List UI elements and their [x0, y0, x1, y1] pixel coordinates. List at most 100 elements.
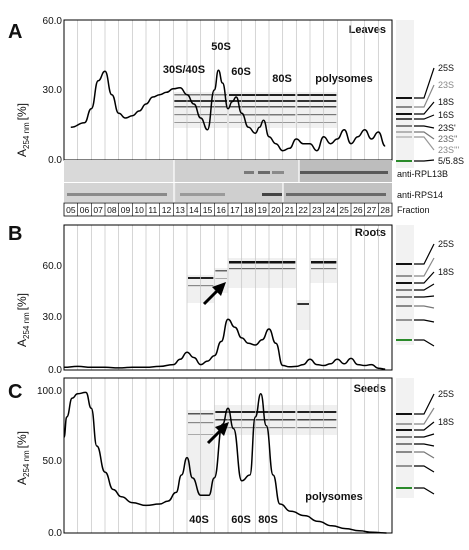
fraction-number: 15	[203, 205, 213, 215]
fraction-number: 08	[107, 205, 117, 215]
panel-b: B Roots A254 nm [%] 60.0 30.0 0.0	[8, 223, 454, 376]
panel-a-ylabel-sub: 254 nm	[22, 122, 31, 149]
fraction-numbers: 05 06 07 08 09 10 11 12 13 14 15 16 17 18 19 20 21 22 23 24…	[66, 203, 390, 216]
gel-band	[297, 106, 337, 108]
rrna-label-5-5-8s: 5/5.8S	[438, 156, 464, 166]
rrna-label-23s-double-prime: 23S''	[438, 134, 458, 144]
panel-b-ylabel-sub: 254 nm	[22, 312, 31, 339]
panel-c-peak-label-80s: 80S	[258, 514, 278, 526]
fraction-number: 16	[216, 205, 226, 215]
rrna-label-23s-prime: 23S'	[438, 123, 456, 133]
panel-c-rrna-label-18s: 18S	[438, 417, 454, 427]
fraction-number: 11	[148, 205, 157, 215]
gel-band	[297, 303, 309, 305]
gel-band	[229, 261, 296, 264]
panel-c-ylabel-main: A	[15, 477, 29, 485]
svg-text:A254 nm[%]: A254 nm [%]	[15, 293, 31, 347]
blot-label-rps14: anti-RPS14	[397, 190, 443, 200]
gel-band	[215, 270, 227, 272]
fraction-number: 27	[367, 205, 377, 215]
fraction-number: 14	[189, 205, 199, 215]
panel-b-ytick-mid: 30.0	[43, 312, 63, 323]
panel-a: A Leaves A254 nm[%] 60.0 30.0 0.0 30S/40…	[8, 16, 464, 217]
peak-label-60s: 60S	[231, 66, 251, 78]
panel-b-rrna-label-25s: 25S	[438, 239, 454, 249]
gel-band	[297, 411, 337, 413]
gel-band	[229, 94, 296, 96]
gel-band	[229, 106, 296, 108]
panel-b-rrna-connectors	[414, 243, 435, 347]
panel-a-ytick-mid: 30.0	[43, 85, 63, 96]
panel-a-western-blot	[64, 160, 392, 202]
fraction-number: 21	[285, 205, 295, 215]
panel-a-rrna-reference-lane	[396, 20, 414, 168]
peak-label-polysomes: polysomes	[315, 73, 372, 85]
panel-c-peak-label-60s: 60S	[231, 514, 251, 526]
panel-b-absorbance-curve	[63, 318, 386, 370]
panel-b-ytick-top: 60.0	[43, 261, 63, 272]
fraction-number: 23	[312, 205, 322, 215]
svg-text:A254 nm[%]: A254 nm [%]	[15, 103, 31, 157]
panel-c-tissue-label: Seeds	[354, 383, 386, 395]
gel-band	[297, 100, 337, 102]
panel-a-ylabel: A254 nm [%]	[15, 103, 31, 157]
panel-c-fraction-dividers	[77, 378, 379, 533]
panel-b-rrna-reference-lane	[396, 225, 414, 345]
panel-b-ylabel-main: A	[15, 339, 29, 347]
fraction-number: 25	[339, 205, 349, 215]
panel-b-ylabel-unit: [%]	[15, 293, 29, 310]
panel-c-ylabel-sub: 254 nm	[22, 450, 31, 477]
panel-a-ylabel-main: A	[15, 149, 29, 157]
fraction-number: 22	[298, 205, 308, 215]
fraction-number: 13	[175, 205, 185, 215]
fraction-number: 20	[271, 205, 281, 215]
panel-c-ytick-top: 100.0	[37, 386, 62, 397]
panel-b-ytick-bottom: 0.0	[48, 365, 62, 376]
rrna-label-23s: 23S	[438, 80, 454, 90]
panel-letter-c: C	[8, 381, 22, 403]
gel-band	[297, 419, 337, 421]
panel-letter-b: B	[8, 223, 22, 245]
panel-a-absorbance-curve	[70, 69, 386, 152]
fraction-number: 07	[93, 205, 103, 215]
fraction-number: 18	[244, 205, 254, 215]
gel-band	[229, 100, 296, 102]
panel-c-ytick-mid: 50.0	[43, 456, 63, 467]
panel-b-gel-bands	[187, 258, 338, 330]
panel-c-peak-label-polysomes: polysomes	[305, 491, 362, 503]
panel-c-ylabel-unit: [%]	[15, 431, 29, 448]
panel-c-rrna-connectors	[414, 393, 435, 495]
fraction-number: 09	[121, 205, 131, 215]
panel-a-rrna-connectors	[414, 67, 435, 162]
panel-c-plot-frame	[63, 377, 393, 534]
panel-c-ytick-bottom: 0.0	[48, 528, 62, 539]
panel-c-ylabel: A254 nm [%]	[15, 431, 31, 485]
panel-c-gel-bands	[187, 405, 338, 500]
panel-a-ytick-top: 60.0	[43, 16, 63, 27]
gel-band	[229, 114, 296, 116]
panel-b-plot-frame	[63, 224, 393, 371]
panel-b-arrow-icon	[202, 282, 226, 306]
panel-b-tissue-label: Roots	[355, 227, 386, 239]
gel-band	[297, 114, 337, 116]
panel-c-peak-label-40s: 40S	[189, 514, 209, 526]
panel-c-rrna-label-25s: 25S	[438, 389, 454, 399]
panel-c-arrow-icon	[206, 422, 229, 445]
panel-b-ylabel: A254 nm [%]	[15, 293, 31, 347]
fraction-number: 19	[257, 205, 267, 215]
peak-label-80s: 80S	[272, 73, 292, 85]
peak-label-50s: 50S	[211, 41, 231, 53]
rrna-label-16s: 16S	[438, 110, 454, 120]
panel-b-fraction-dividers	[77, 225, 379, 370]
panel-a-tissue-label: Leaves	[349, 24, 386, 36]
gel-band	[297, 122, 337, 123]
fraction-number: 28	[380, 205, 390, 215]
fraction-number: 17	[230, 205, 240, 215]
panel-c-absorbance-curve	[63, 391, 387, 534]
gel-band	[215, 278, 227, 279]
panel-letter-a: A	[8, 21, 22, 43]
panel-c-rrna-reference-lane	[396, 378, 414, 498]
panel-a-ylabel-unit: [%]	[15, 103, 29, 120]
gel-lane-block	[296, 300, 310, 330]
